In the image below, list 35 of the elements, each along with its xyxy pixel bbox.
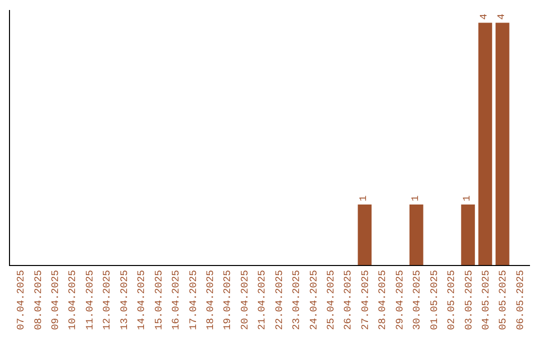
x-tick-label: 06.05.2025 xyxy=(516,270,527,330)
x-tick-label: 08.04.2025 xyxy=(34,270,45,330)
x-tick-label: 24.04.2025 xyxy=(309,270,320,330)
data-label: 1 xyxy=(462,195,474,202)
x-tick-label: 27.04.2025 xyxy=(360,270,372,330)
x-tick-label: 29.04.2025 xyxy=(395,270,406,330)
data-label: 4 xyxy=(480,14,491,20)
x-tick-label: 23.04.2025 xyxy=(292,270,304,330)
x-tick-label: 20.04.2025 xyxy=(240,270,252,330)
x-tick-label: 26.04.2025 xyxy=(344,270,355,330)
x-tick-label: 28.04.2025 xyxy=(378,270,390,330)
x-tick-label: 13.04.2025 xyxy=(120,270,131,330)
x-tick-label: 25.04.2025 xyxy=(326,270,338,330)
x-tick-label: 30.04.2025 xyxy=(412,270,424,330)
x-tick-label: 10.04.2025 xyxy=(68,270,80,330)
x-tick-label: 09.04.2025 xyxy=(51,270,62,330)
x-tick-label: 12.04.2025 xyxy=(102,270,114,330)
x-tick-label: 11.04.2025 xyxy=(85,270,96,330)
x-tick-label: 14.04.2025 xyxy=(137,270,148,330)
x-tick-label: 03.05.2025 xyxy=(464,270,476,330)
x-tick-label: 01.05.2025 xyxy=(430,270,441,330)
x-tick-label: 22.04.2025 xyxy=(274,270,286,330)
x-tick-label: 02.05.2025 xyxy=(447,270,458,330)
data-label: 1 xyxy=(410,195,422,202)
x-tick-label: 21.04.2025 xyxy=(258,270,269,330)
x-tick-label: 07.04.2025 xyxy=(16,270,28,330)
x-tick-label: 19.04.2025 xyxy=(223,270,234,330)
data-label: 1 xyxy=(359,195,370,202)
x-tick-label: 18.04.2025 xyxy=(206,270,217,330)
x-tick-label: 17.04.2025 xyxy=(188,270,200,330)
x-tick-label: 16.04.2025 xyxy=(172,270,183,330)
x-tick-label: 05.05.2025 xyxy=(498,270,510,330)
data-label: 4 xyxy=(496,14,508,20)
x-tick-label: 04.05.2025 xyxy=(481,270,492,330)
x-tick-label: 15.04.2025 xyxy=(154,270,166,330)
